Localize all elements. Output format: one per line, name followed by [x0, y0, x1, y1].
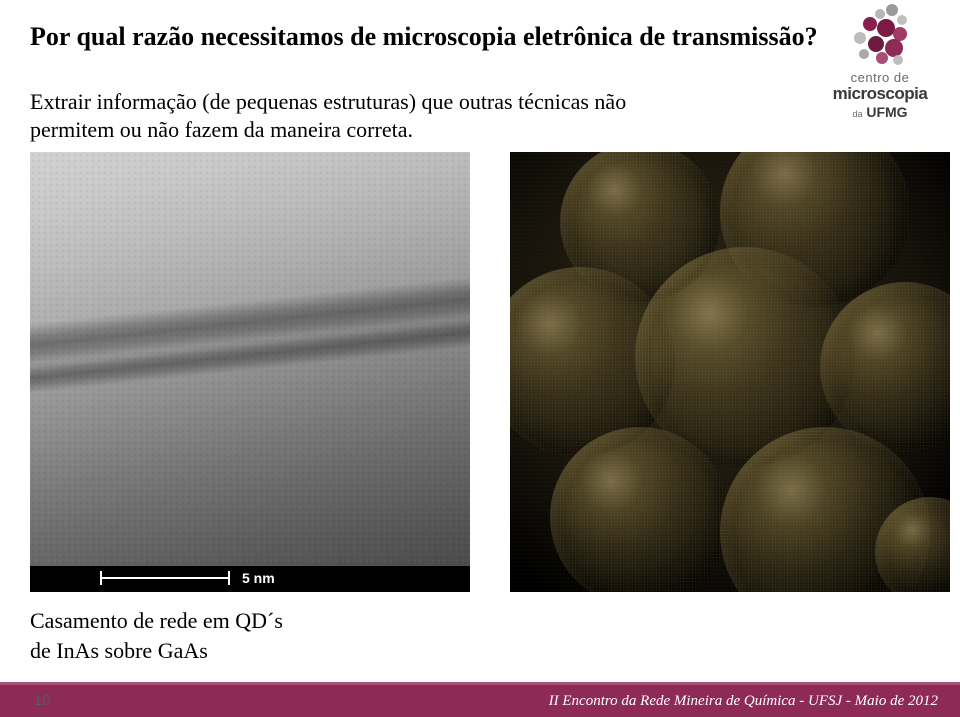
logo-institution: da UFMG	[814, 104, 946, 120]
logo-graphic	[850, 8, 910, 68]
slide-title: Por qual razão necessitamos de microscop…	[30, 22, 818, 52]
scalebar: 5 nm	[100, 570, 275, 586]
figure-row: 5 nm	[30, 152, 950, 592]
caption-line-1: Casamento de rede em QD´s	[30, 606, 283, 636]
caption-line-2: de InAs sobre GaAs	[30, 636, 283, 666]
logo-inst: UFMG	[866, 104, 907, 120]
slide: Por qual razão necessitamos de microscop…	[0, 0, 960, 717]
logo-da: da	[852, 109, 862, 119]
logo: centro de microscopia da UFMG	[814, 8, 946, 120]
figure-caption: Casamento de rede em QD´s de InAs sobre …	[30, 606, 283, 665]
scalebar-label: 5 nm	[242, 570, 275, 586]
logo-line2: microscopia	[814, 85, 946, 102]
slide-subtitle: Extrair informação (de pequenas estrutur…	[30, 88, 690, 143]
tem-micrograph: 5 nm	[30, 152, 470, 592]
logo-line1: centro de	[814, 70, 946, 85]
nanoparticle-render	[510, 152, 950, 592]
page-number: 10	[34, 692, 51, 709]
footer-text: II Encontro da Rede Mineira de Química -…	[549, 693, 938, 710]
scalebar-line	[100, 571, 230, 585]
